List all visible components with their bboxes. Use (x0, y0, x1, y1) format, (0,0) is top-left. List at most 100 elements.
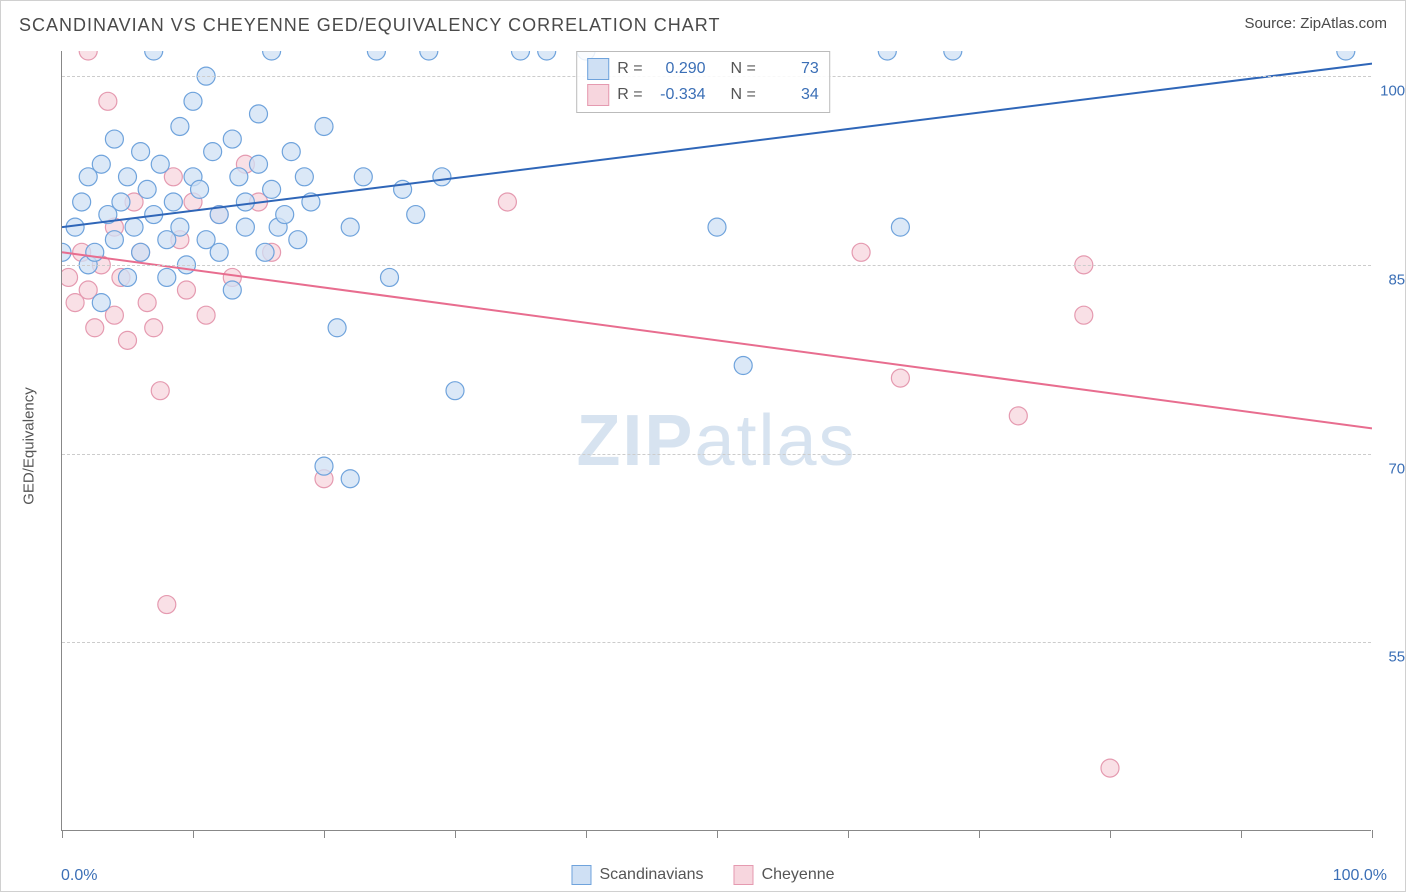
data-point (204, 143, 222, 161)
data-point (145, 51, 163, 60)
x-tick (717, 830, 718, 838)
stats-N-label: N = (730, 60, 755, 78)
data-point (132, 143, 150, 161)
legend-swatch-cheyenne (734, 865, 754, 885)
data-point (236, 218, 254, 236)
stats-swatch-cheyenne (587, 84, 609, 106)
data-point (315, 457, 333, 475)
data-point (328, 319, 346, 337)
source-label: Source: ZipAtlas.com (1244, 15, 1387, 32)
data-point (512, 51, 530, 60)
x-tick (848, 830, 849, 838)
data-point (708, 218, 726, 236)
legend-item-cheyenne: Cheyenne (734, 865, 835, 885)
x-tick (1241, 830, 1242, 838)
gridline (62, 265, 1371, 266)
data-point (105, 130, 123, 148)
data-point (177, 281, 195, 299)
bottom-legend: Scandinavians Cheyenne (571, 865, 834, 885)
data-point (158, 596, 176, 614)
y-tick-label: 70.0% (1376, 460, 1406, 477)
data-point (289, 231, 307, 249)
data-point (119, 168, 137, 186)
x-tick (193, 830, 194, 838)
data-point (171, 117, 189, 135)
stats-N-label-2: N = (730, 86, 755, 104)
data-point (407, 206, 425, 224)
x-axis-label-max: 100.0% (1333, 867, 1387, 885)
data-point (433, 168, 451, 186)
gridline (62, 642, 1371, 643)
data-point (184, 92, 202, 110)
data-point (1009, 407, 1027, 425)
data-point (282, 143, 300, 161)
data-point (367, 51, 385, 60)
stats-R-label: R = (617, 60, 642, 78)
legend-label-scandinavians: Scandinavians (599, 866, 703, 884)
data-point (295, 168, 313, 186)
data-point (223, 281, 241, 299)
chart-title: SCANDINAVIAN VS CHEYENNE GED/EQUIVALENCY… (19, 15, 720, 36)
y-axis-title: GED/Equivalency (21, 387, 38, 505)
data-point (164, 193, 182, 211)
data-point (891, 218, 909, 236)
data-point (263, 180, 281, 198)
legend-item-scandinavians: Scandinavians (571, 865, 703, 885)
legend-label-cheyenne: Cheyenne (762, 866, 835, 884)
data-point (230, 168, 248, 186)
data-point (734, 357, 752, 375)
data-point (119, 331, 137, 349)
data-point (112, 193, 130, 211)
data-point (498, 193, 516, 211)
data-point (891, 369, 909, 387)
x-tick (1372, 830, 1373, 838)
data-point (151, 382, 169, 400)
stats-N-scandinavians: 73 (764, 60, 819, 78)
chart-container: SCANDINAVIAN VS CHEYENNE GED/EQUIVALENCY… (0, 0, 1406, 892)
data-point (852, 243, 870, 261)
data-point (236, 193, 254, 211)
data-point (73, 193, 91, 211)
data-point (944, 51, 962, 60)
stats-R-label-2: R = (617, 86, 642, 104)
data-point (315, 117, 333, 135)
x-tick (62, 830, 63, 838)
data-point (86, 319, 104, 337)
data-point (79, 51, 97, 60)
data-point (119, 268, 137, 286)
y-tick-label: 85.0% (1376, 271, 1406, 288)
data-point (1101, 759, 1119, 777)
gridline (62, 454, 1371, 455)
data-point (158, 268, 176, 286)
trend-line (62, 252, 1372, 428)
data-point (86, 243, 104, 261)
data-point (250, 105, 268, 123)
data-point (420, 51, 438, 60)
x-tick (586, 830, 587, 838)
data-point (223, 130, 241, 148)
data-point (381, 268, 399, 286)
x-tick (979, 830, 980, 838)
data-point (276, 206, 294, 224)
legend-swatch-scandinavians (571, 865, 591, 885)
y-tick-label: 100.0% (1376, 83, 1406, 100)
y-tick-label: 55.0% (1376, 649, 1406, 666)
scatter-svg (62, 51, 1372, 831)
data-point (210, 243, 228, 261)
plot-area: ZIPatlas 100.0%85.0%70.0%55.0% (61, 51, 1371, 831)
data-point (151, 155, 169, 173)
data-point (171, 218, 189, 236)
x-tick (324, 830, 325, 838)
x-axis-label-min: 0.0% (61, 867, 97, 885)
data-point (62, 268, 78, 286)
data-point (191, 180, 209, 198)
data-point (92, 155, 110, 173)
x-tick (1110, 830, 1111, 838)
stats-box: R = 0.290 N = 73 R = -0.334 N = 34 (576, 51, 830, 113)
data-point (125, 218, 143, 236)
data-point (132, 243, 150, 261)
data-point (105, 231, 123, 249)
data-point (138, 294, 156, 312)
data-point (263, 51, 281, 60)
data-point (341, 470, 359, 488)
